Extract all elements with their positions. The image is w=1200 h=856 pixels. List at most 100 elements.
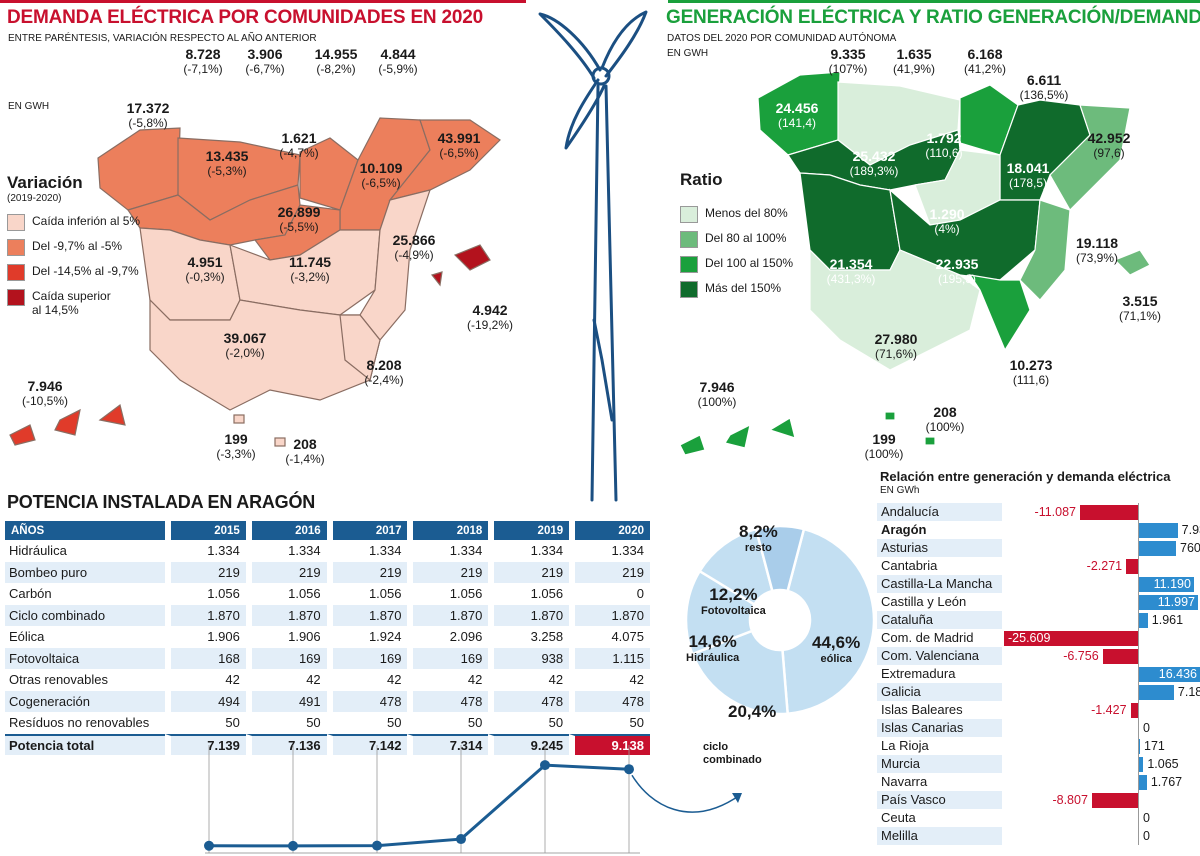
table-cell: 491 [245,690,327,712]
relacion-value: 11.190 [1153,577,1191,591]
relacion-value: 1.065 [1147,757,1179,771]
relacion-bar [1138,577,1194,592]
relacion-row: Extremadura 16.436 [877,665,1200,683]
relacion-category: Murcia [877,755,1002,773]
table-cell: 3.258 [488,626,569,648]
relacion-value: -8.807 [1052,793,1088,807]
relacion-row: Com. de Madrid -25.609 [877,629,1197,647]
table-cell: Hidráulica [9,543,67,559]
pie-slice [754,524,806,593]
left-label-canarias: 7.946 (-10,5%) [21,378,69,408]
region-melilla [274,437,286,447]
left-label-pais-vasco: 14.955 (-8,2%) [314,46,358,76]
relacion-value: 171 [1144,739,1165,753]
table-cell: 1.870 [569,604,650,626]
table-row: Otras renovables 42 42 42 42 42 42 [5,669,650,691]
relacion-value: 1.961 [1151,613,1184,627]
left-label-murcia: 8.208 (-2,4%) [364,357,404,387]
table-cell: 169 [245,647,327,669]
line-chart-point [204,840,214,851]
legend-swatch [7,214,25,231]
right-label-cantabria: 1.635 (41,9%) [892,46,936,76]
table-cell: 219 [326,561,408,583]
right-label-murcia: 10.273 (111,6) [1009,357,1053,387]
pie-label-ciclo-name: ciclo combinado [703,741,762,766]
left-legend-title: Variación [7,173,83,192]
relacion-bar [1138,541,1177,556]
relacion-category: Cantabria [881,558,938,573]
relacion-title: Relación entre generación y demanda eléc… [880,469,1171,484]
table-cell: 1.870 [165,604,246,626]
left-legend-item: Del -9,7% al -5% [7,239,140,256]
relacion-row: Cataluña 1.961 [877,611,1197,629]
region-cataluna-gen [1049,104,1131,211]
pie-label-fotovoltaica: 12,2% Fotovoltaica [701,585,766,617]
right-legend: Ratio Menos del 80% Del 80 al 100% Del 1… [680,170,793,306]
relacion-bar [1126,559,1138,574]
relacion-bar [1138,757,1144,772]
pie-label-hidraulica: 14,6% Hidráulica [686,632,740,664]
table-cell: 9.245 [488,733,570,755]
relacion-row: La Rioja 171 [877,737,1197,755]
table-row: Eólica 1.906 1.906 1.924 2.096 3.258 4.075 [5,626,650,648]
left-label-rioja: 1.621 (-4,7%) [279,130,319,160]
table-cell: 50 [245,712,327,734]
pie-slice [781,527,876,716]
relacion-value: 7.184 [1177,685,1200,699]
left-label-asturias: 8.728 (-7,1%) [183,46,223,76]
spain-generation-map [679,71,1151,456]
table-cell: 42 [326,669,408,691]
legend-swatch [680,231,698,248]
relacion-category: Cataluña [877,611,1002,629]
right-label-castilla-la-mancha: 22.935 (195,3) [935,256,979,286]
right-legend-item: Menos del 80% [680,206,793,223]
relacion-bar [1138,739,1140,754]
relacion-value: -6.756 [1063,649,1099,663]
legend-swatch [7,289,25,306]
table-cell: 2.096 [407,626,488,648]
region-murcia [339,314,381,382]
table-cell: 1.334 [326,540,408,562]
pie-label-ciclo-pct: 20,4% [728,702,777,721]
region-andalucia-gen [809,248,981,371]
table-cell: 1.056 [165,583,246,605]
pie-label-resto: 8,2% resto [739,522,778,554]
region-canarias-gen-2 [724,423,751,449]
potencia-table: AÑOS 2015 2016 2017 2018 2019 2020 Hidrá… [5,521,650,755]
table-cell: 7.136 [245,733,327,755]
relacion-row: Melilla 0 [877,827,1197,845]
pie-label-eolica: 44,6% eólica [812,633,861,665]
table-cell: 478 [569,690,650,712]
table-cell: 168 [165,647,246,669]
right-label-rioja: 1.792 (110,6) [925,130,963,160]
right-legend-title: Ratio [680,170,723,189]
relacion-category: La Rioja [881,738,929,753]
right-label-ceuta: 199 (100%) [864,431,904,461]
table-row: Fotovoltaica 168 169 169 169 938 1.115 [5,647,650,669]
table-cell: 478 [488,690,570,712]
right-label-andalucia: 27.980 (71,6%) [874,331,918,361]
table-cell: 42 [245,669,327,691]
right-label-canarias: 7.946 (100%) [697,379,737,409]
right-label-madrid: 1.290 (4%) [929,206,965,236]
table-cell: Carbón [9,586,52,602]
relacion-row: Castilla-La Mancha 11.190 [877,575,1197,593]
relacion-value: 1.767 [1150,775,1183,789]
region-baleares-gen [1113,249,1151,276]
table-header-cell: 2020 [569,521,650,540]
relacion-bar [1102,649,1138,664]
table-cell: Otras renovables [9,672,108,688]
table-cell: 1.056 [407,583,488,605]
line-chart-point [288,840,298,851]
relacion-value: -11.087 [1034,505,1076,519]
table-cell: 0 [569,583,650,605]
relacion-value: -2.271 [1086,559,1123,573]
table-cell: 50 [407,712,488,734]
region-canarias-gen-1 [679,434,706,456]
table-cell: 1.870 [488,604,570,626]
relacion-row: Galicia 7.184 [877,683,1200,701]
region-baleares-1 [453,244,491,271]
relacion-bar [1138,523,1178,538]
relacion-row: Asturias 7607 [877,539,1200,557]
table-cell: 50 [488,712,569,734]
